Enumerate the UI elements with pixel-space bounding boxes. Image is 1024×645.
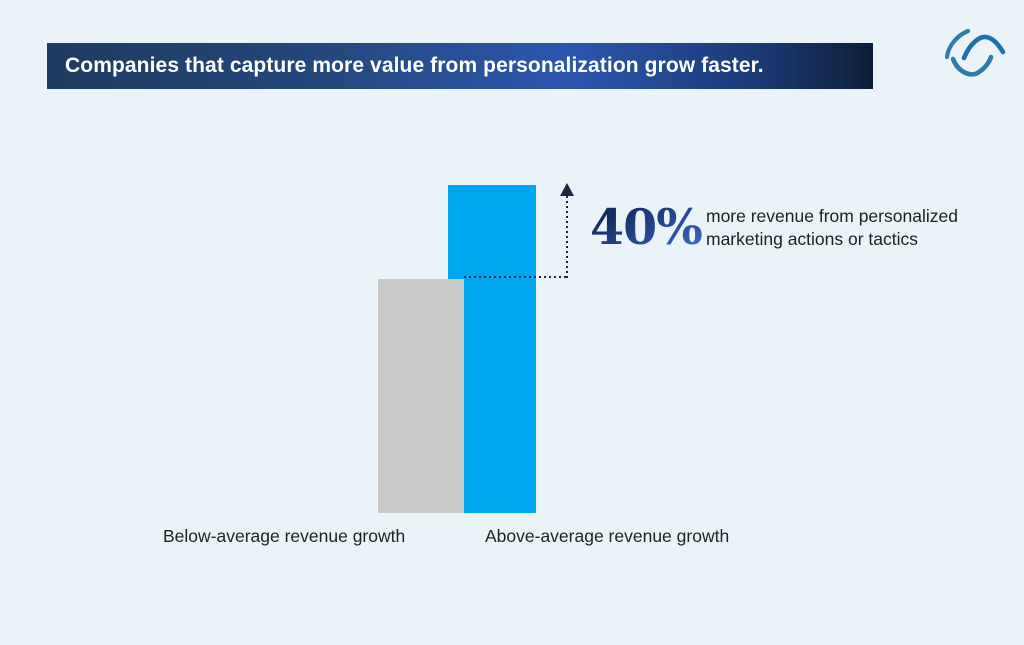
- logo-left-arc: [944, 28, 971, 60]
- arrow-vertical-dotted-line: [566, 196, 568, 278]
- bar-below-average: [378, 279, 464, 513]
- title-banner: Companies that capture more value from p…: [47, 43, 873, 89]
- arrow-head-icon: [560, 183, 574, 196]
- annotation-text: more revenue from personalized marketing…: [706, 206, 958, 249]
- category-label-above-average: Above-average revenue growth: [485, 526, 730, 546]
- logo-smile-arc: [950, 54, 994, 77]
- arrow-horizontal-dotted-line: [464, 276, 568, 278]
- logo-peak-arc: [961, 34, 1006, 61]
- category-label-below-average: Below-average revenue growth: [163, 526, 406, 546]
- brand-logo-icon: [944, 28, 1006, 77]
- annotation-value: 40%: [590, 198, 703, 256]
- slide-title: Companies that capture more value from p…: [65, 54, 764, 77]
